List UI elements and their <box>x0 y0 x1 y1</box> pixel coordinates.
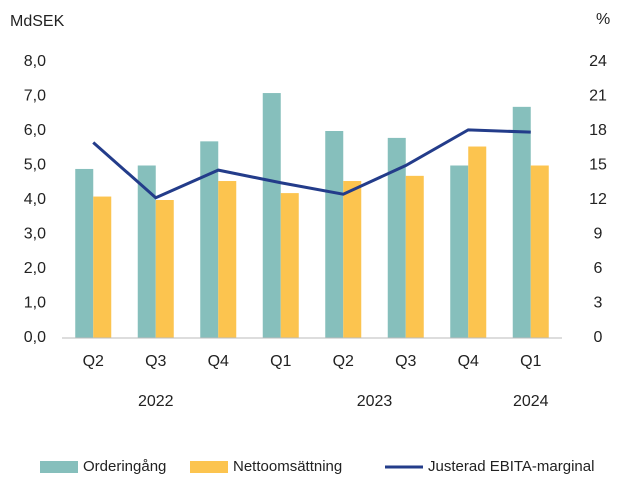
y-tick-label: 3,0 <box>24 226 46 243</box>
bar <box>468 146 487 338</box>
y2-tick-label: 3 <box>594 295 603 312</box>
legend-swatch <box>40 461 78 473</box>
bar <box>387 137 406 338</box>
y-tick-label: 8,0 <box>24 53 46 70</box>
bar <box>450 165 469 338</box>
x-tick-label: Q1 <box>520 353 541 370</box>
y2-tick-label: 21 <box>589 88 607 105</box>
y2-tick-label: 18 <box>589 122 607 139</box>
bar <box>93 196 112 338</box>
y2-axis-label: % <box>596 11 610 28</box>
bar <box>343 181 362 338</box>
x-tick-label: Q4 <box>458 353 479 370</box>
y-tick-label: 2,0 <box>24 260 46 277</box>
year-label: 2023 <box>357 393 393 410</box>
y-tick-label: 7,0 <box>24 88 46 105</box>
y2-tick-label: 6 <box>594 260 603 277</box>
bar <box>137 165 156 338</box>
y2-tick-label: 15 <box>589 157 607 174</box>
bar <box>280 193 299 338</box>
x-tick-label: Q3 <box>395 353 416 370</box>
year-label: 2022 <box>138 393 174 410</box>
legend-label: Orderingång <box>83 458 166 475</box>
x-tick-label: Q2 <box>333 353 354 370</box>
bar <box>75 168 94 338</box>
y-tick-label: 0,0 <box>24 329 46 346</box>
y-axis-label: MdSEK <box>10 13 65 30</box>
line <box>92 128 531 200</box>
bar <box>530 165 549 338</box>
legend-swatch <box>190 461 228 473</box>
y2-tick-label: 12 <box>589 191 607 208</box>
x-tick-label: Q1 <box>270 353 291 370</box>
y2-tick-label: 9 <box>594 226 603 243</box>
bar <box>155 200 174 338</box>
y2-tick-label: 0 <box>594 329 603 346</box>
x-tick-label: Q2 <box>83 353 104 370</box>
bar <box>405 175 424 338</box>
bar <box>512 106 531 338</box>
legend-label: Justerad EBITA-marginal <box>428 458 594 475</box>
bar <box>218 181 237 338</box>
legend-label: Nettoomsättning <box>233 458 342 475</box>
bar <box>325 131 344 338</box>
y-tick-label: 4,0 <box>24 191 46 208</box>
x-tick-label: Q4 <box>208 353 229 370</box>
bar <box>262 93 281 338</box>
y-tick-label: 5,0 <box>24 157 46 174</box>
y2-tick-label: 24 <box>589 53 607 70</box>
x-tick-label: Q3 <box>145 353 166 370</box>
year-label: 2024 <box>513 393 549 410</box>
y-tick-label: 1,0 <box>24 295 46 312</box>
y-tick-label: 6,0 <box>24 122 46 139</box>
bar <box>200 141 219 338</box>
